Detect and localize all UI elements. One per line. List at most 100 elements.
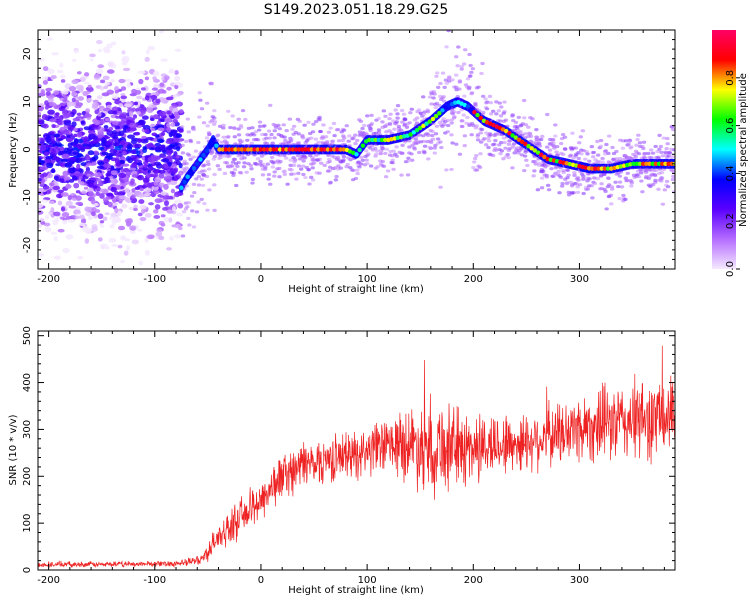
spectral-halo: [300, 164, 306, 168]
noise-blob: [138, 78, 144, 85]
noise-blob: [56, 104, 62, 108]
spectral-halo: [259, 154, 265, 158]
noise-blob: [144, 76, 150, 81]
spectral-halo: [604, 207, 609, 211]
snr-panel: -200 -100 0 100 200 300 0 100 200 300 400 500 Heigh…: [8, 326, 676, 596]
noise-blob: [151, 87, 158, 91]
noise-blob: [130, 107, 136, 112]
noise-blob: [155, 231, 163, 237]
spectral-halo: [524, 158, 529, 162]
spectral-halo: [196, 183, 202, 187]
spectral-halo: [296, 164, 302, 168]
spectral-halo: [617, 197, 622, 201]
spectral-halo: [272, 129, 277, 133]
spectral-halo: [576, 178, 581, 182]
noise-blob: [160, 214, 166, 218]
spectral-halo: [635, 137, 640, 142]
spectral-halo: [503, 118, 509, 122]
spectral-halo: [240, 109, 246, 113]
spectral-halo: [469, 91, 475, 95]
spectral-halo: [564, 182, 570, 186]
spectral-halo: [556, 169, 561, 173]
noise-blob: [100, 188, 109, 194]
noise-blob: [150, 123, 156, 128]
spectral-halo: [469, 70, 474, 74]
spectral-halo: [341, 155, 347, 159]
spectral-halo: [544, 175, 550, 179]
spectral-halo: [636, 152, 642, 156]
spectral-halo: [320, 135, 325, 139]
spectral-peak: [589, 166, 595, 171]
spectral-peak: [338, 147, 343, 152]
spectral-halo: [188, 138, 193, 142]
spectral-halo: [238, 125, 244, 129]
spectral-halo: [422, 110, 427, 114]
noise-blob: [136, 150, 141, 156]
spectral-halo: [496, 109, 502, 113]
noise-blob: [102, 75, 110, 81]
noise-blob: [42, 172, 48, 177]
spectral-halo: [407, 145, 412, 149]
noise-blob: [92, 150, 100, 156]
noise-blob: [42, 80, 48, 85]
spectral-halo: [355, 168, 360, 172]
spectral-halo: [650, 151, 656, 155]
noise-blob: [157, 88, 165, 94]
noise-blob: [99, 79, 106, 84]
noise-blob: [145, 49, 150, 55]
spectral-halo: [292, 160, 297, 164]
spectral-peak: [631, 161, 636, 167]
noise-blob: [96, 165, 105, 169]
spectral-halo: [316, 140, 321, 144]
spectral-halo: [607, 134, 612, 138]
noise-blob: [166, 110, 171, 115]
noise-blob: [83, 186, 89, 190]
noise-blob: [134, 186, 140, 191]
spectral-halo: [566, 173, 571, 177]
spectral-halo: [399, 108, 405, 113]
spectral-halo: [363, 149, 369, 153]
spectral-halo: [387, 122, 393, 127]
noise-blob: [97, 48, 102, 53]
noise-blob: [67, 194, 73, 201]
spectral-peak: [226, 147, 232, 152]
noise-blob: [86, 87, 94, 93]
spectral-halo: [566, 193, 572, 197]
noise-blob: [69, 215, 77, 220]
noise-blob: [60, 79, 66, 83]
spectral-peak: [427, 119, 432, 124]
spectral-halo: [250, 181, 255, 185]
spectral-halo: [407, 139, 412, 143]
spectral-halo: [460, 124, 465, 129]
noise-blob: [50, 135, 55, 140]
y-tick-label: 500: [22, 326, 33, 345]
spectral-halo: [395, 112, 400, 116]
noise-blob: [65, 234, 74, 240]
spectral-halo: [422, 144, 428, 148]
noise-blob: [76, 112, 82, 116]
noise-blob: [168, 217, 173, 223]
spectral-halo: [378, 151, 384, 156]
spectral-halo: [467, 52, 472, 57]
spectral-halo: [201, 121, 207, 125]
spectral-halo: [438, 140, 443, 144]
noise-blob: [84, 206, 92, 212]
spectral-halo: [231, 171, 236, 175]
spectral-halo: [522, 168, 527, 173]
noise-blob: [127, 218, 133, 224]
spectral-halo: [659, 177, 665, 181]
spectral-halo: [441, 123, 447, 127]
noise-blob: [118, 78, 126, 84]
y-tick-label: 0: [22, 146, 33, 152]
spectral-halo: [512, 151, 517, 155]
noise-blob: [154, 176, 162, 183]
noise-blob: [62, 247, 70, 254]
noise-blob: [129, 225, 137, 231]
spectral-halo: [421, 95, 426, 99]
spectral-halo: [565, 176, 570, 180]
spectral-halo: [521, 98, 527, 103]
noise-blob: [129, 93, 137, 97]
spectral-halo: [614, 149, 619, 154]
noise-blob: [165, 149, 173, 156]
